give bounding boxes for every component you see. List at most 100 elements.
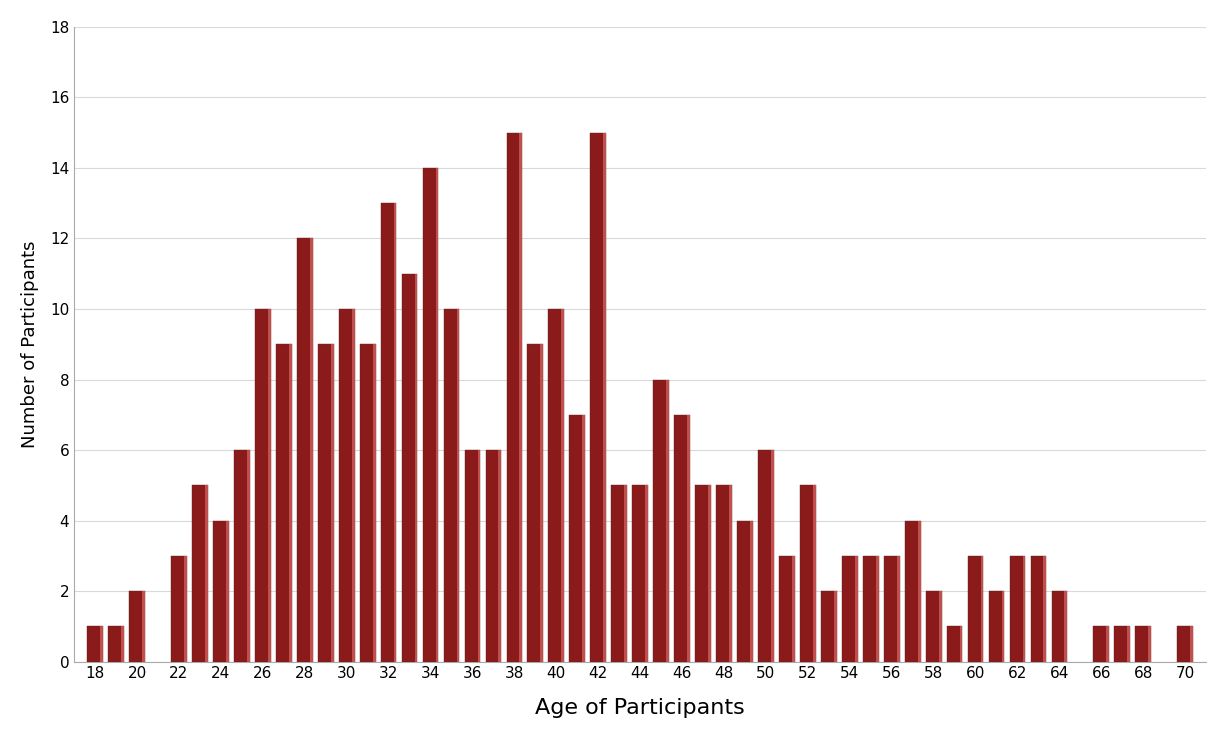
Bar <box>548 309 564 661</box>
Bar <box>519 132 523 661</box>
Y-axis label: Number of Participants: Number of Participants <box>21 240 39 448</box>
Bar <box>477 450 480 661</box>
Bar <box>1114 627 1130 661</box>
Bar <box>758 450 774 661</box>
Bar <box>980 556 983 661</box>
Bar <box>939 591 941 661</box>
Bar <box>360 344 375 661</box>
Bar <box>339 309 355 661</box>
Bar <box>205 486 207 661</box>
Bar <box>737 520 753 661</box>
Bar <box>129 591 145 661</box>
Bar <box>625 486 627 661</box>
Bar <box>604 132 606 661</box>
Bar <box>1093 627 1109 661</box>
Bar <box>968 556 983 661</box>
Bar <box>352 309 355 661</box>
Bar <box>465 450 480 661</box>
Bar <box>528 344 544 661</box>
Bar <box>108 627 124 661</box>
Bar <box>771 450 774 661</box>
Bar <box>791 556 795 661</box>
Bar <box>1135 627 1151 661</box>
Bar <box>897 556 899 661</box>
Bar <box>373 344 375 661</box>
Bar <box>947 627 962 661</box>
Bar <box>904 520 920 661</box>
Bar <box>821 591 837 661</box>
Bar <box>1031 556 1047 661</box>
Bar <box>687 415 690 661</box>
Bar <box>863 556 879 661</box>
Bar <box>1148 627 1151 661</box>
Bar <box>611 486 627 661</box>
Bar <box>800 486 816 661</box>
Bar <box>590 132 606 661</box>
Bar <box>498 450 502 661</box>
Bar <box>666 380 669 661</box>
Bar <box>456 309 459 661</box>
Bar <box>101 627 103 661</box>
Bar <box>1065 591 1067 661</box>
Bar <box>436 168 438 661</box>
Bar <box>653 380 669 661</box>
Bar <box>444 309 459 661</box>
Bar <box>1001 591 1005 661</box>
Bar <box>926 591 941 661</box>
Bar <box>1190 627 1193 661</box>
Bar <box>1128 627 1130 661</box>
Bar <box>750 520 753 661</box>
Bar <box>779 556 795 661</box>
Bar <box>708 486 710 661</box>
Bar <box>401 273 417 661</box>
Bar <box>918 520 920 661</box>
Bar <box>184 556 187 661</box>
Bar <box>876 556 879 661</box>
Bar <box>422 168 438 661</box>
Bar <box>121 627 124 661</box>
Bar <box>309 239 313 661</box>
Bar <box>318 344 334 661</box>
Bar <box>989 591 1005 661</box>
Bar <box>226 520 228 661</box>
X-axis label: Age of Participants: Age of Participants <box>535 698 745 718</box>
Bar <box>87 627 103 661</box>
Bar <box>142 591 145 661</box>
Bar <box>213 520 228 661</box>
Bar <box>540 344 544 661</box>
Bar <box>193 486 207 661</box>
Bar <box>1010 556 1026 661</box>
Bar <box>1022 556 1026 661</box>
Bar <box>247 450 250 661</box>
Bar <box>297 239 313 661</box>
Bar <box>645 486 648 661</box>
Bar <box>288 344 292 661</box>
Bar <box>276 344 292 661</box>
Bar <box>507 132 523 661</box>
Bar <box>1043 556 1047 661</box>
Bar <box>267 309 271 661</box>
Bar <box>1052 591 1067 661</box>
Bar <box>583 415 585 661</box>
Bar <box>883 556 899 661</box>
Bar <box>1178 627 1193 661</box>
Bar <box>569 415 585 661</box>
Bar <box>960 627 962 661</box>
Bar <box>234 450 250 661</box>
Bar <box>696 486 710 661</box>
Bar <box>486 450 502 661</box>
Bar <box>814 486 816 661</box>
Bar <box>562 309 564 661</box>
Bar <box>675 415 690 661</box>
Bar <box>1107 627 1109 661</box>
Bar <box>255 309 271 661</box>
Bar <box>729 486 731 661</box>
Bar <box>717 486 731 661</box>
Bar <box>171 556 187 661</box>
Bar <box>632 486 648 661</box>
Bar <box>855 556 858 661</box>
Bar <box>415 273 417 661</box>
Bar <box>842 556 858 661</box>
Bar <box>834 591 837 661</box>
Bar <box>394 203 396 661</box>
